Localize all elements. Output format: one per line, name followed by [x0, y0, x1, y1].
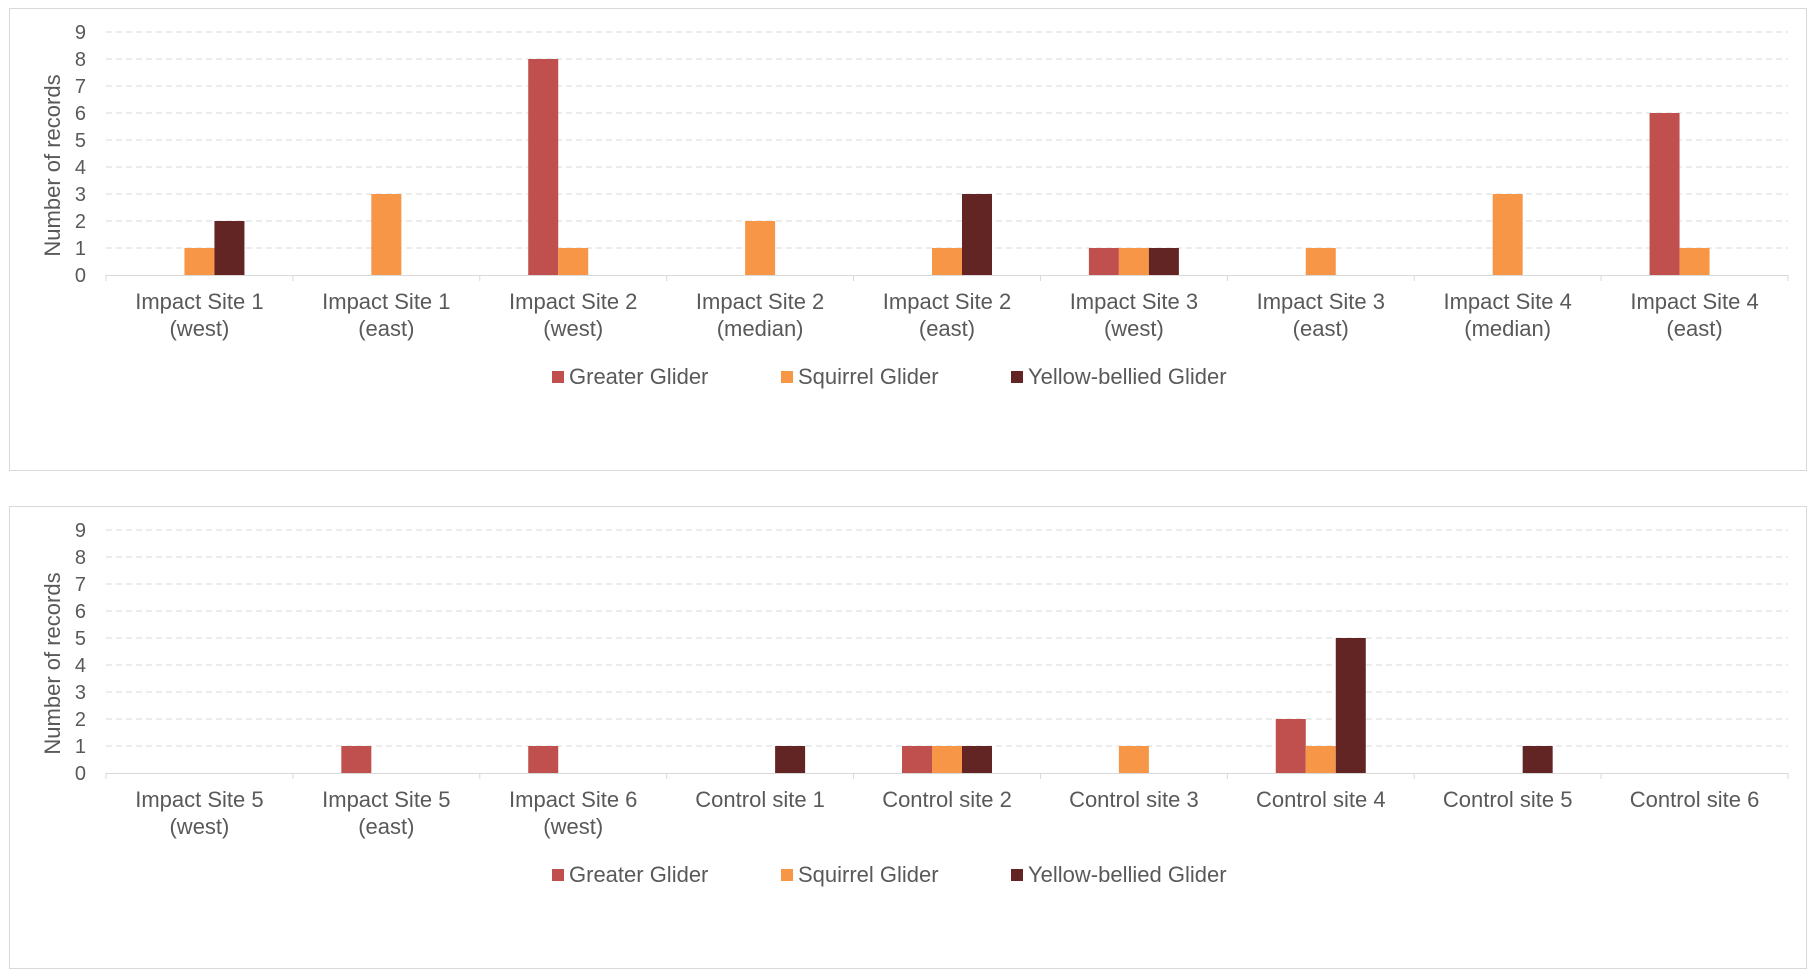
bar-yellow-bellied-glider — [962, 746, 992, 773]
legend-swatch — [552, 371, 564, 383]
bar-squirrel-glider — [745, 221, 776, 275]
y-tick-label: 4 — [75, 157, 86, 179]
y-tick-label: 3 — [75, 184, 86, 206]
x-tick-label: Impact Site 5 — [135, 787, 263, 812]
y-tick-label: 2 — [75, 709, 86, 731]
legend-label: Greater Glider — [569, 364, 708, 389]
x-tick-label: Control site 4 — [1256, 787, 1386, 812]
x-tick-label: Impact Site 5 — [322, 787, 450, 812]
legend-swatch — [1011, 869, 1023, 881]
y-tick-label: 5 — [75, 130, 86, 152]
y-tick-label: 7 — [75, 76, 86, 98]
bar-greater-glider — [902, 746, 932, 773]
x-tick-label: Control site 2 — [882, 787, 1012, 812]
bar-yellow-bellied-glider — [1335, 638, 1366, 773]
bar-greater-glider — [528, 59, 559, 275]
y-tick-label: 8 — [75, 547, 86, 569]
x-tick-label: (west) — [169, 814, 229, 839]
x-tick-label: Control site 1 — [695, 787, 825, 812]
y-tick-label: 9 — [75, 520, 86, 542]
x-tick-label: (west) — [1104, 316, 1164, 341]
y-tick-label: 0 — [75, 763, 86, 785]
x-tick-label: Impact Site 6 — [509, 787, 637, 812]
x-tick-label: (west) — [169, 316, 229, 341]
x-tick-label: Impact Site 1 — [322, 289, 450, 314]
chart-panel-bottom: 0 1 2 3 4 5 6 7 8 9 Number of records Impact Site 5… — [9, 506, 1807, 969]
legend-swatch — [552, 869, 564, 881]
bar-squirrel-glider — [1118, 746, 1149, 773]
x-tick-label: Impact Site 2 — [509, 289, 637, 314]
bar-squirrel-glider — [1492, 194, 1523, 275]
y-tick-label: 2 — [75, 211, 86, 233]
x-tick-label: Impact Site 1 — [135, 289, 263, 314]
y-axis-label: Number of records — [40, 572, 65, 754]
legend-swatch — [781, 869, 793, 881]
y-tick-label: 4 — [75, 655, 86, 677]
x-tick-label: (west) — [543, 814, 603, 839]
x-tick-label: (median) — [1464, 316, 1551, 341]
x-tick-label: Impact Site 3 — [1070, 289, 1198, 314]
y-tick-label: 6 — [75, 601, 86, 623]
bar-squirrel-glider — [1305, 248, 1336, 275]
y-tick-label: 3 — [75, 682, 86, 704]
bar-yellow-bellied-glider — [1522, 746, 1553, 773]
bar-yellow-bellied-glider — [775, 746, 806, 773]
bar-squirrel-glider — [1305, 746, 1336, 773]
bar-squirrel-glider — [1118, 248, 1149, 275]
bar-squirrel-glider — [371, 194, 402, 275]
y-tick-label: 1 — [75, 736, 86, 758]
x-tick-label: Control site 5 — [1443, 787, 1573, 812]
bar-yellow-bellied-glider — [214, 221, 245, 275]
bar-greater-glider — [1649, 113, 1680, 275]
x-tick-label: (west) — [543, 316, 603, 341]
bar-greater-glider — [1088, 248, 1119, 275]
bar-squirrel-glider — [932, 248, 962, 275]
legend-label: Yellow-bellied Glider — [1028, 862, 1227, 887]
x-tick-label: (east) — [358, 316, 414, 341]
x-tick-label: Impact Site 2 — [696, 289, 824, 314]
y-tick-label: 9 — [75, 22, 86, 44]
x-tick-label: (east) — [1293, 316, 1349, 341]
y-tick-label: 7 — [75, 574, 86, 596]
bar-squirrel-glider — [558, 248, 589, 275]
legend-swatch — [781, 371, 793, 383]
y-tick-label: 5 — [75, 628, 86, 650]
y-tick-label: 6 — [75, 103, 86, 125]
bar-greater-glider — [1275, 719, 1306, 773]
bar-greater-glider — [341, 746, 372, 773]
x-tick-label: (median) — [717, 316, 804, 341]
y-axis-label: Number of records — [40, 74, 65, 256]
x-tick-label: (east) — [919, 316, 975, 341]
bar-chart-top: 0 1 2 3 4 5 6 7 8 9 Number of records Impact Site 1… — [40, 22, 1789, 389]
chart-panel-top: 0 1 2 3 4 5 6 7 8 9 Number of records Impact Site 1… — [9, 8, 1807, 471]
legend-label: Yellow-bellied Glider — [1028, 364, 1227, 389]
x-tick-label: Control site 6 — [1630, 787, 1760, 812]
bar-yellow-bellied-glider — [962, 194, 992, 275]
legend-label: Squirrel Glider — [798, 364, 939, 389]
bar-yellow-bellied-glider — [1148, 248, 1179, 275]
y-tick-label: 8 — [75, 49, 86, 71]
bar-chart-bottom: 0 1 2 3 4 5 6 7 8 9 Number of records Impact Site 5… — [40, 520, 1789, 887]
x-tick-label: (east) — [358, 814, 414, 839]
x-tick-label: (east) — [1666, 316, 1722, 341]
x-tick-label: Impact Site 4 — [1443, 289, 1571, 314]
legend-swatch — [1011, 371, 1023, 383]
bar-squirrel-glider — [1679, 248, 1710, 275]
x-tick-label: Impact Site 3 — [1257, 289, 1385, 314]
x-tick-label: Impact Site 2 — [883, 289, 1011, 314]
legend-label: Squirrel Glider — [798, 862, 939, 887]
x-tick-label: Impact Site 4 — [1630, 289, 1758, 314]
y-tick-label: 1 — [75, 238, 86, 260]
bar-greater-glider — [528, 746, 559, 773]
x-tick-label: Control site 3 — [1069, 787, 1199, 812]
bar-squirrel-glider — [932, 746, 962, 773]
bar-squirrel-glider — [184, 248, 215, 275]
legend-label: Greater Glider — [569, 862, 708, 887]
y-tick-label: 0 — [75, 265, 86, 287]
